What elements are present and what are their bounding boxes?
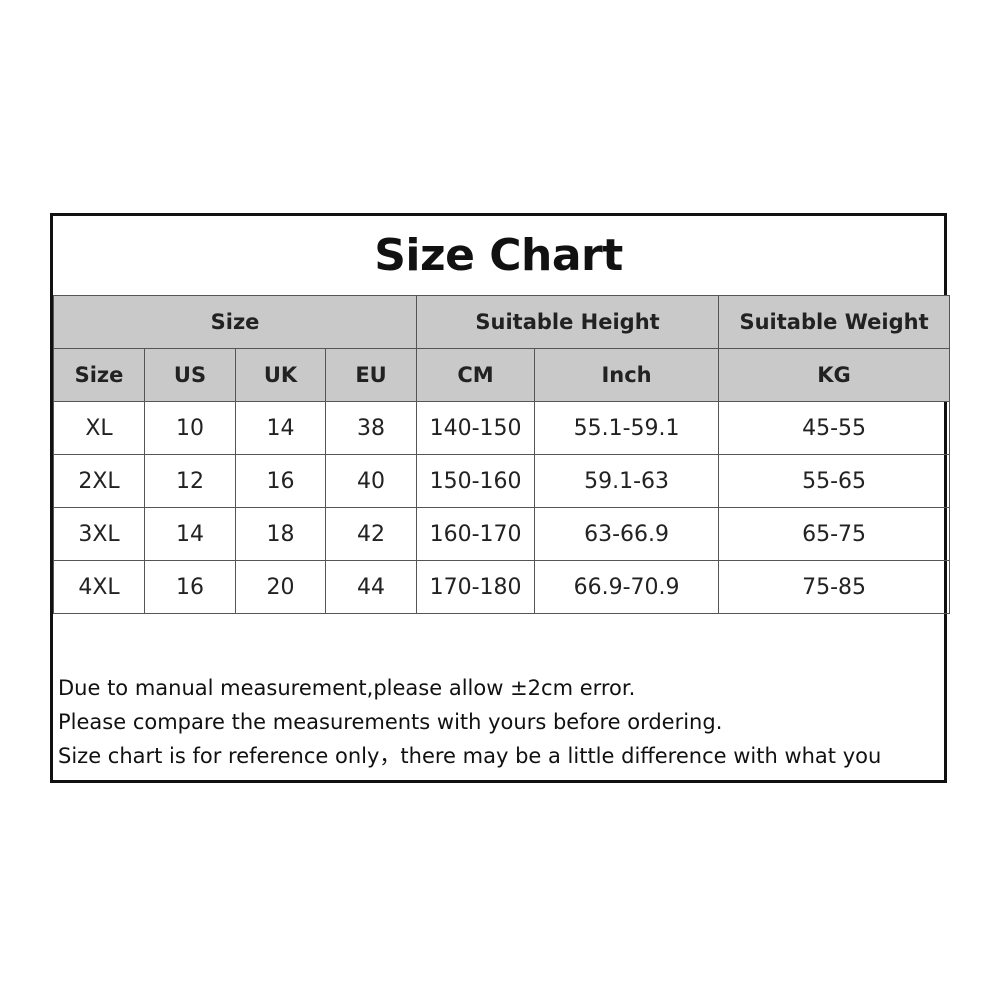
table-cell: 4XL [53, 560, 145, 614]
note-line: Please compare the measurements with you… [58, 710, 723, 734]
column-header-cell: UK [235, 348, 326, 402]
table-cell: 44 [324, 560, 418, 614]
table-cell: 150-160 [416, 454, 536, 508]
table-row: XL 10 14 38 140-150 55.1-59.1 45-55 [53, 401, 951, 455]
table-cell: 18 [235, 507, 326, 561]
column-header-cell: Size [53, 348, 145, 402]
table-cell: 12 [144, 454, 236, 508]
table-cell: 16 [235, 454, 326, 508]
table-cell: 59.1-63 [534, 454, 720, 508]
table-cell: 38 [324, 401, 418, 455]
table-cell: 3XL [53, 507, 145, 561]
note-line: Size chart is for reference only，there m… [58, 744, 882, 768]
table-row: 2XL 12 16 40 150-160 59.1-63 55-65 [53, 454, 951, 508]
group-header-row: Size Suitable Height Suitable Weight [52, 295, 951, 349]
table-cell: 42 [324, 507, 418, 561]
column-header-row: Size US UK EU CM Inch KG [53, 348, 951, 402]
column-header-cell: EU [324, 348, 418, 402]
group-header-cell: Suitable Weight [718, 295, 951, 349]
chart-title: Size Chart [374, 230, 623, 281]
table-cell: 2XL [53, 454, 145, 508]
column-header-cell: Inch [534, 348, 720, 402]
table-cell: 16 [144, 560, 236, 614]
table-row: 3XL 14 18 42 160-170 63-66.9 65-75 [53, 507, 951, 561]
table-cell: 10 [144, 401, 236, 455]
group-header-cell: Suitable Height [416, 295, 720, 349]
table-cell: 20 [235, 560, 326, 614]
column-header-cell: CM [416, 348, 536, 402]
table-cell: 140-150 [416, 401, 536, 455]
group-header-cell: Size [52, 295, 418, 349]
size-table: Size Suitable Height Suitable Weight Size US… [52, 295, 951, 614]
table-cell: 14 [144, 507, 236, 561]
column-header-cell: US [144, 348, 236, 402]
note-line: Due to manual measurement,please allow ±… [58, 676, 636, 700]
table-cell: 45-55 [718, 401, 951, 455]
table-cell: 65-75 [718, 507, 951, 561]
table-cell: 55-65 [718, 454, 951, 508]
table-row: 4XL 16 20 44 170-180 66.9-70.9 75-85 [53, 560, 951, 614]
table-cell: 66.9-70.9 [534, 560, 720, 614]
table-cell: 170-180 [416, 560, 536, 614]
table-cell: 75-85 [718, 560, 951, 614]
column-header-cell: KG [718, 348, 951, 402]
table-cell: 63-66.9 [534, 507, 720, 561]
notes: Due to manual measurement,please allow ±… [58, 671, 881, 773]
table-cell: 14 [235, 401, 326, 455]
table-cell: 40 [324, 454, 418, 508]
table-cell: XL [53, 401, 145, 455]
size-chart-frame: Size Chart Size Suitable Height Suitable W… [50, 213, 951, 783]
table-cell: 160-170 [416, 507, 536, 561]
table-cell: 55.1-59.1 [534, 401, 720, 455]
